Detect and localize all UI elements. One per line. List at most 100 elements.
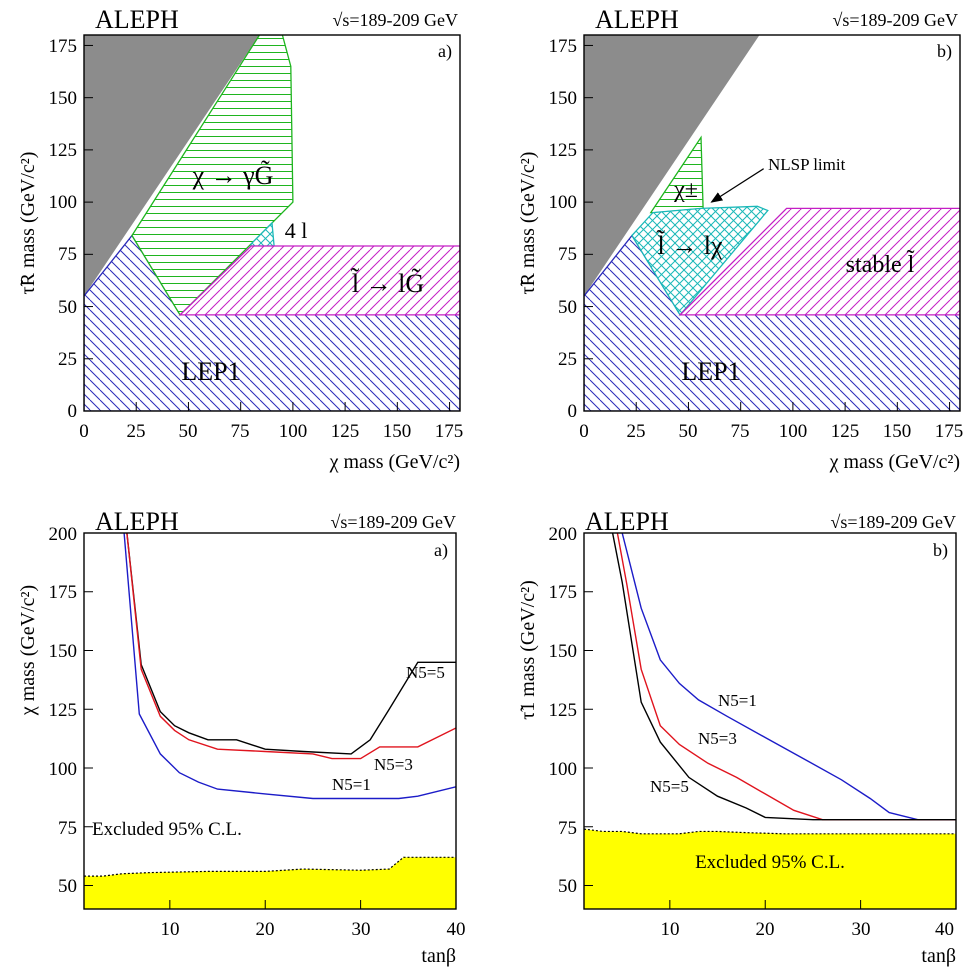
y-ticks-bottom-left: 50 75 100 125 150 175 200: [49, 524, 78, 897]
y-tick: 75: [58, 244, 77, 265]
panel-label: b): [933, 540, 948, 561]
y-tick: 100: [49, 759, 78, 780]
frame-top-right: [583, 34, 961, 412]
x-tick: 125: [331, 421, 360, 442]
y-tick: 150: [549, 641, 578, 662]
region-grey: [584, 35, 760, 297]
panel-bottom-right: ALEPH √s=189-209 GeV b) tanβ τ̃1 mass (G…: [517, 507, 957, 967]
region-labels-top-left: χ → γG̃ 4 l l̃ → lG̃ LEP1: [181, 161, 424, 386]
y-axis-label: τ̃R mass (GeV/c²): [17, 152, 39, 295]
y-tick: 200: [49, 524, 78, 545]
y-tick: 50: [558, 876, 577, 897]
y-axis-label: χ mass (GeV/c²): [17, 585, 39, 716]
region-labels-top-right: χ± l̃ → lχ stable l̃ LEP1 NLSP limit: [656, 155, 914, 386]
x-tick: 175: [435, 421, 464, 442]
x-tick: 100: [779, 421, 808, 442]
experiment-label: ALEPH: [595, 5, 679, 34]
y-axis-label: τ̃1 mass (GeV/c²): [517, 580, 539, 720]
y-tick: 125: [549, 140, 578, 161]
tick-marks: [584, 532, 957, 909]
series-label-n5-3: N5=3: [698, 729, 737, 748]
y-tick: 25: [58, 349, 77, 370]
y-tick: 175: [549, 582, 578, 603]
x-ticks-bottom-left: 10 20 30 40: [161, 919, 466, 940]
tick-marks: [84, 532, 457, 909]
x-axis-label: tanβ: [421, 945, 456, 967]
y-ticks-bottom-right: 50 75 100 125 150 175 200: [549, 524, 578, 897]
excluded-boundary: [84, 856, 456, 877]
series-label-n5-1: N5=1: [332, 775, 371, 794]
plot-area-top-right: [584, 35, 960, 411]
x-tick: 30: [352, 919, 371, 940]
y-tick: 75: [558, 244, 577, 265]
experiment-label: ALEPH: [95, 507, 179, 536]
x-tick: 75: [231, 421, 250, 442]
excluded-label: Excluded 95% C.L.: [695, 852, 845, 873]
y-tick: 200: [549, 524, 578, 545]
series-line-n5-5: [126, 533, 456, 755]
x-tick: 10: [161, 919, 180, 940]
y-tick: 125: [549, 700, 578, 721]
x-tick: 50: [679, 421, 698, 442]
region-label-chargino: χ±: [673, 177, 698, 203]
x-ticks-top-right: 0 25 50 75 100 125 150 175: [579, 421, 963, 442]
y-tick: 100: [549, 759, 578, 780]
y-tick: 25: [558, 349, 577, 370]
x-tick: 40: [935, 919, 954, 940]
y-tick: 75: [58, 818, 77, 839]
nlsp-limit-arrow: [710, 168, 764, 203]
series-label-n5-1: N5=1: [718, 691, 757, 710]
y-ticks-top-right: 0 25 50 75 100 125 150 175: [549, 36, 578, 422]
x-tick: 175: [935, 421, 964, 442]
energy-label: √s=189-209 GeV: [332, 10, 458, 30]
x-tick: 20: [756, 919, 775, 940]
x-axis-label: χ mass (GeV/c²): [829, 451, 960, 473]
region-label-stable: stable l̃: [846, 249, 915, 278]
series-line-n5-1: [123, 533, 456, 800]
y-tick: 50: [58, 876, 77, 897]
y-tick: 175: [49, 36, 78, 57]
excluded-region: [84, 857, 456, 909]
frame-bottom-left: [83, 532, 457, 910]
panel-label: a): [434, 540, 448, 561]
x-tick: 150: [383, 421, 412, 442]
y-tick: 125: [49, 700, 78, 721]
series-line-n5-1: [621, 533, 956, 821]
region-stable: [678, 207, 960, 316]
y-tick: 50: [558, 297, 577, 318]
x-tick: 125: [831, 421, 860, 442]
region-label-lep1: LEP1: [181, 357, 240, 386]
region-label-photon: χ → γG̃: [192, 161, 274, 190]
series-line-n5-3: [126, 533, 456, 760]
panel-top-right: ALEPH √s=189-209 GeV b) χ mass (GeV/c²) …: [517, 5, 963, 473]
excluded-label: Excluded 95% C.L.: [92, 819, 242, 840]
x-axis-label: tanβ: [921, 945, 956, 967]
y-tick: 125: [49, 140, 78, 161]
region-label-slepton-chi: l̃ → lχ: [656, 231, 723, 260]
experiment-label: ALEPH: [585, 507, 669, 536]
series-label-n5-5: N5=5: [406, 663, 445, 682]
region-grey: [84, 35, 260, 297]
energy-label: √s=189-209 GeV: [832, 10, 958, 30]
x-tick: 100: [279, 421, 308, 442]
y-tick: 100: [49, 192, 78, 213]
excluded-boundary: [584, 828, 956, 835]
frame-top-left: [83, 34, 461, 412]
x-tick: 0: [79, 421, 89, 442]
series-line-n5-5: [611, 533, 956, 821]
x-tick: 40: [447, 919, 466, 940]
panel-bottom-left: ALEPH √s=189-209 GeV a) tanβ χ mass (GeV…: [17, 507, 466, 967]
excluded-region: [584, 829, 956, 909]
panel-label: b): [937, 41, 952, 62]
x-axis-label: χ mass (GeV/c²): [329, 451, 460, 473]
y-tick: 0: [68, 401, 78, 422]
energy-label: √s=189-209 GeV: [330, 512, 456, 532]
y-axis-label: τ̃R mass (GeV/c²): [517, 152, 539, 295]
energy-label: √s=189-209 GeV: [830, 512, 956, 532]
x-tick: 0: [579, 421, 589, 442]
x-tick: 10: [661, 919, 680, 940]
y-tick: 0: [568, 401, 578, 422]
plot-area-bottom-right: [584, 533, 956, 909]
x-ticks-top-left: 0 25 50 75 100 125 150 175: [79, 421, 463, 442]
